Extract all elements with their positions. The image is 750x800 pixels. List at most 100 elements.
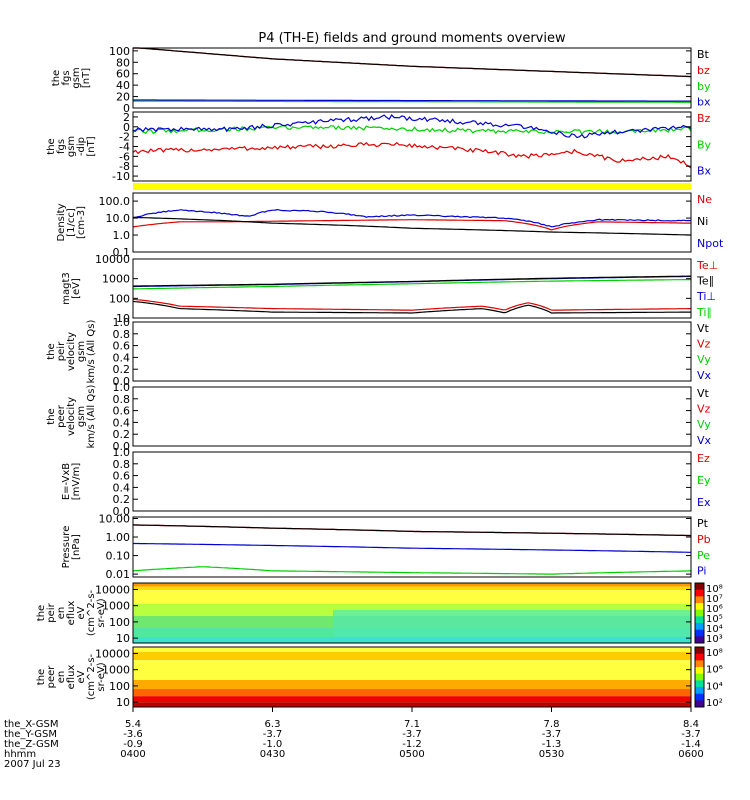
y-tick-label: 0.0 <box>113 505 131 518</box>
colorbar-segment <box>695 687 704 695</box>
y-axis-label: peir <box>56 341 67 361</box>
spectrogram-band <box>133 660 691 680</box>
y-tick-label: 1000 <box>102 664 130 677</box>
y-tick-label: 100 <box>109 616 130 629</box>
y-axis-label: fgs <box>56 139 67 154</box>
y-axis-label: gsm <box>71 67 82 88</box>
y-axis-label: the <box>46 343 57 359</box>
legend-label: Vz <box>697 403 711 416</box>
y-tick-label: 1.00 <box>106 531 131 544</box>
series-line-density <box>132 219 692 231</box>
legend-label: Ey <box>697 474 711 487</box>
footer-value: -1.4 <box>681 739 701 750</box>
colorbar-segment <box>695 603 704 611</box>
legend-label: bx <box>697 96 711 109</box>
y-tick-label: 0.8 <box>113 328 131 341</box>
y-axis-label: [eV] <box>71 278 82 299</box>
panel-frame <box>132 516 692 578</box>
y-tick-label: 0.4 <box>113 351 131 364</box>
y-tick-label: 10 <box>116 312 130 325</box>
y-tick-label: 10.0 <box>106 212 131 225</box>
y-tick-label: 1.0 <box>113 229 131 242</box>
footer-value: 8.4 <box>683 719 699 730</box>
colorbar-tick-label: 10³ <box>706 634 723 645</box>
spectrogram-band <box>333 610 691 637</box>
series-line-density <box>132 208 692 228</box>
y-axis-label: the <box>46 408 57 424</box>
y-tick-label: -8 <box>119 160 130 173</box>
panel-temperature: 10000 1000 100 10 magt3 [eV] Te⊥ Te∥ Ti⊥ Ti∥ <box>61 253 718 325</box>
legend-label: Ni <box>697 215 708 228</box>
colorbar-segment <box>695 660 704 668</box>
y-axis-label: km/s (All Qs) <box>86 320 97 384</box>
panel-peer-velocity: 1.00.80.60.40.20.0 the peer velocity gsm km/s… <box>46 381 712 453</box>
y-axis-label: peir <box>46 602 57 622</box>
y-tick-label: 100 <box>109 45 130 58</box>
y-axis-label: [nT] <box>81 68 92 88</box>
colorbar-segment <box>695 596 704 604</box>
y-tick-label: 100 <box>109 680 130 693</box>
series-line-fgs-mag <box>133 99 691 102</box>
chart-title: P4 (TH-E) fields and ground moments over… <box>258 31 566 46</box>
y-tick-label: 0.1 <box>113 246 131 259</box>
y-tick-label: 1000 <box>102 600 130 613</box>
colorbar-peer-spectrogram: 10⁸ 10⁶ 10⁴ 10² <box>694 646 723 709</box>
y-tick-label: 1.0 <box>113 446 131 459</box>
y-axis-label: peer <box>56 404 67 428</box>
legend-label: Vz <box>697 338 711 351</box>
series-line-temperature <box>132 298 691 311</box>
y-tick-label: 0.8 <box>113 393 131 406</box>
colorbar-tick-label: 10⁴ <box>706 681 723 692</box>
series-line-temperature <box>132 300 691 314</box>
footer-value: 0530 <box>539 749 564 760</box>
colorbar-segment <box>695 680 704 688</box>
y-tick-label: 0.10 <box>106 550 131 563</box>
y-axis-label: (cm^2-s- <box>86 589 97 636</box>
y-axis-label: the <box>51 70 62 86</box>
legend-label: Vy <box>697 418 711 431</box>
y-axis-label: gsm <box>76 406 87 427</box>
colorbar-segment <box>695 583 704 591</box>
spectrogram-band <box>133 702 691 707</box>
spectrogram-band <box>133 637 691 643</box>
panel-frame <box>132 451 692 512</box>
legend-label: Ez <box>697 452 710 465</box>
y-tick-label: 0 <box>123 121 130 134</box>
y-axis-label: fgs <box>61 70 72 85</box>
footer-value: -3.7 <box>402 729 422 740</box>
panel-efield: 1.00.80.60.40.20.0 E=-VxB [mV/m] Ez Ey Ex <box>61 446 711 518</box>
y-axis-label: E=-VxB <box>61 463 72 500</box>
y-axis-label: gsm <box>76 341 87 362</box>
y-tick-label: 0.4 <box>113 416 131 429</box>
y-tick-label: 10 <box>116 632 130 645</box>
spectrogram-peer-spectrogram <box>133 647 691 707</box>
spectrogram-peir-spectrogram <box>133 583 691 643</box>
y-axis-label: Pressure <box>61 526 72 569</box>
y-axis-label: eV <box>76 670 87 683</box>
y-tick-label: 100 <box>109 292 130 305</box>
y-tick-label: 1.0 <box>113 316 131 329</box>
y-axis-label: velocity <box>66 397 77 436</box>
footer-value: 0500 <box>399 749 424 760</box>
y-tick-label: 2 <box>123 111 130 124</box>
legend-label: Te⊥ <box>696 259 718 272</box>
colorbar-segment <box>695 609 704 617</box>
y-axis-label: eV <box>76 606 87 619</box>
footer-row-label: hhmm <box>4 749 36 760</box>
y-axis-label: eflux <box>66 665 77 690</box>
y-tick-label: 10000 <box>95 583 130 596</box>
y-tick-label: 40 <box>116 79 130 92</box>
y-tick-label: 0.0 <box>113 375 131 388</box>
panel-frame <box>132 258 692 319</box>
colorbar-frame <box>694 646 705 708</box>
y-tick-label: 10000 <box>95 253 130 266</box>
spectrogram-band <box>133 590 691 604</box>
colorbar-segment <box>695 673 704 681</box>
colorbar-segment <box>695 700 704 708</box>
colorbar-segment <box>695 616 704 624</box>
colorbar-tick-label: 10⁶ <box>706 665 723 676</box>
spectrogram-band <box>133 696 691 703</box>
